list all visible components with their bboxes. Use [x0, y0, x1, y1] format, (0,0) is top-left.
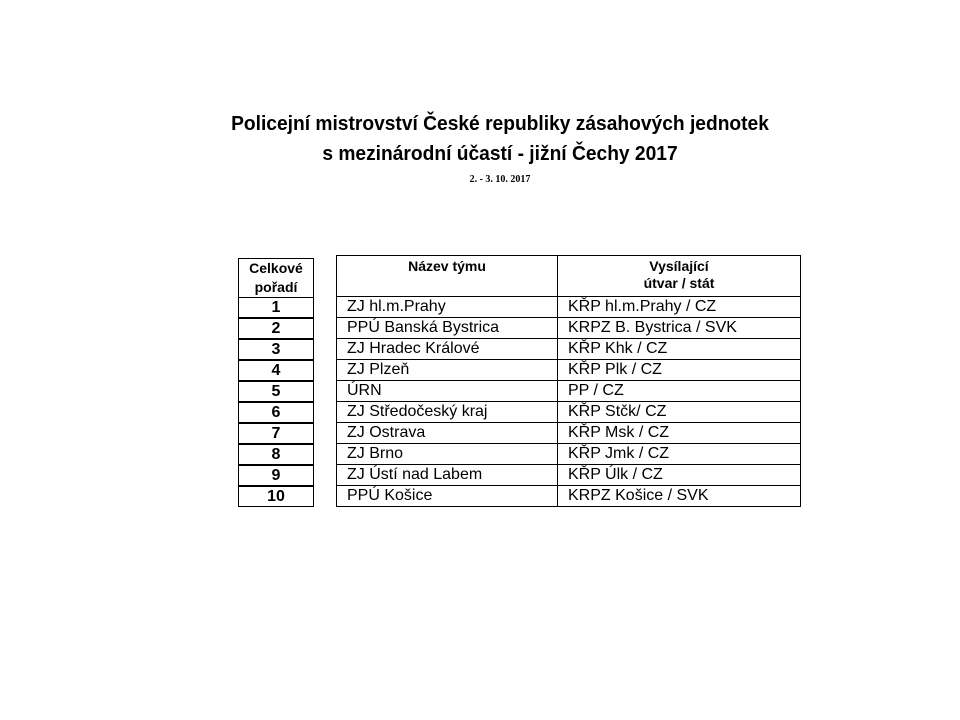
title-line-1: Policejní mistrovství České republiky zá… — [231, 113, 769, 135]
unit-header: Vysílající útvar / stát — [557, 255, 801, 297]
table-row: PPÚ Košice KRPZ Košice / SVK — [336, 485, 801, 507]
unit-cell: KŘP Stčk/ CZ — [557, 401, 801, 423]
unit-cell: KŘP hl.m.Prahy / CZ — [557, 296, 801, 318]
team-cell: ZJ Ústí nad Labem — [336, 464, 558, 486]
rank-cell: 4 — [238, 360, 314, 381]
results-table: Název týmu Vysílající útvar / stát ZJ hl.… — [336, 255, 801, 507]
team-cell: ZJ Hradec Králové — [336, 338, 558, 360]
rank-table: Celkové pořadí 1 2 3 4 5 6 7 8 9 10 — [238, 258, 314, 507]
rank-cell: 7 — [238, 423, 314, 444]
unit-cell: KŘP Úlk / CZ — [557, 464, 801, 486]
table-row: ÚRN PP / CZ — [336, 380, 801, 402]
team-cell: ZJ Plzeň — [336, 359, 558, 381]
rank-cell: 2 — [238, 318, 314, 339]
team-cell: PPÚ Banská Bystrica — [336, 317, 558, 339]
rank-cell: 3 — [238, 339, 314, 360]
unit-header-line-2: útvar / stát — [643, 275, 715, 291]
table-row: ZJ Ostrava KŘP Msk / CZ — [336, 422, 801, 444]
event-date: 2. - 3. 10. 2017 — [469, 174, 531, 185]
header-row: Název týmu Vysílající útvar / stát — [336, 255, 801, 297]
team-cell: ZJ Brno — [336, 443, 558, 465]
rank-cell: 5 — [238, 381, 314, 402]
table-row: ZJ Plzeň KŘP Plk / CZ — [336, 359, 801, 381]
rank-cell: 1 — [238, 297, 314, 318]
table-row: ZJ Ústí nad Labem KŘP Úlk / CZ — [336, 464, 801, 486]
rank-cell: 8 — [238, 444, 314, 465]
title-line-2: s mezinárodní účastí - jižní Čechy 2017 — [322, 143, 678, 165]
team-cell: ZJ Středočeský kraj — [336, 401, 558, 423]
unit-cell: KŘP Khk / CZ — [557, 338, 801, 360]
team-cell: ZJ Ostrava — [336, 422, 558, 444]
table-row: ZJ Hradec Králové KŘP Khk / CZ — [336, 338, 801, 360]
table-row: ZJ hl.m.Prahy KŘP hl.m.Prahy / CZ — [336, 296, 801, 318]
rank-cell: 6 — [238, 402, 314, 423]
rank-cell: 10 — [238, 486, 314, 507]
unit-cell: KRPZ Košice / SVK — [557, 485, 801, 507]
unit-cell: KRPZ B. Bystrica / SVK — [557, 317, 801, 339]
rank-header-line-1: Celkové — [249, 260, 303, 276]
rank-header: Celkové pořadí — [238, 258, 314, 297]
table-row: PPÚ Banská Bystrica KRPZ B. Bystrica / SV… — [336, 317, 801, 339]
unit-cell: KŘP Msk / CZ — [557, 422, 801, 444]
table-row: ZJ Středočeský kraj KŘP Stčk/ CZ — [336, 401, 801, 423]
rank-cell: 9 — [238, 465, 314, 486]
table-row: ZJ Brno KŘP Jmk / CZ — [336, 443, 801, 465]
team-cell: ÚRN — [336, 380, 558, 402]
unit-header-line-1: Vysílající — [649, 258, 709, 274]
team-cell: PPÚ Košice — [336, 485, 558, 507]
unit-cell: KŘP Plk / CZ — [557, 359, 801, 381]
rank-header-line-2: pořadí — [254, 279, 298, 295]
unit-cell: KŘP Jmk / CZ — [557, 443, 801, 465]
team-header: Název týmu — [336, 255, 558, 297]
team-cell: ZJ hl.m.Prahy — [336, 296, 558, 318]
unit-cell: PP / CZ — [557, 380, 801, 402]
